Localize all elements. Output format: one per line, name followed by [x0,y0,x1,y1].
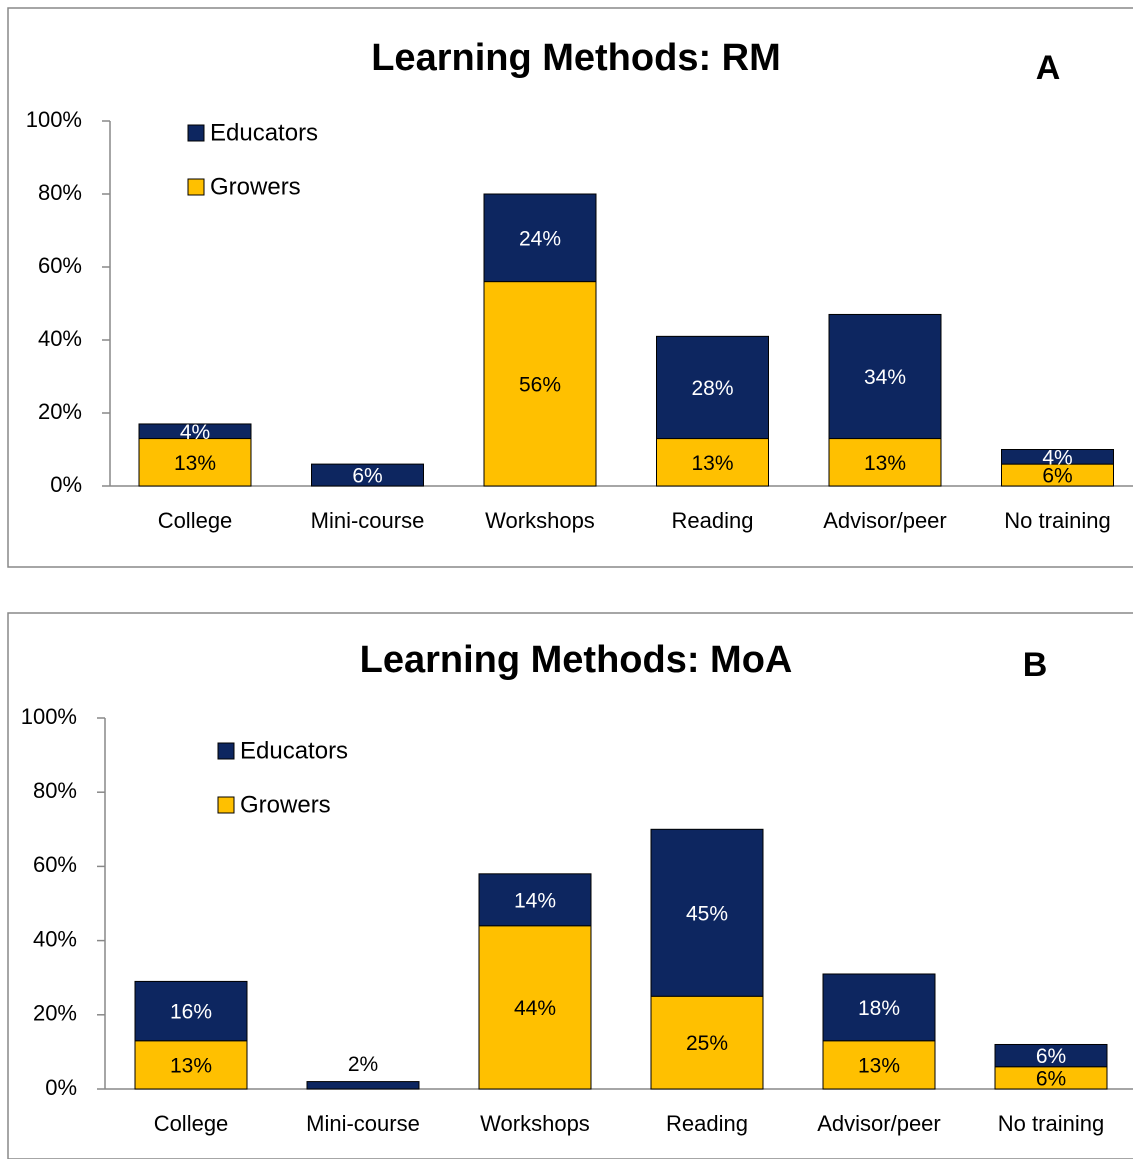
bar-segment [994,1043,1108,1068]
x-tick-label: No training [1004,508,1110,533]
bar-segment [483,193,597,283]
x-tick-label: Reading [666,1111,748,1136]
data-label: 6% [1036,1045,1066,1068]
y-tick-label: 0% [45,1075,77,1100]
bar-segment [1001,449,1114,465]
y-tick-label: 40% [38,326,82,351]
x-tick-label: Advisor/peer [817,1111,941,1136]
bar-segment [650,995,764,1090]
data-label: 14% [514,889,556,912]
chart-frame [7,612,1133,1159]
data-label: 13% [174,452,216,475]
legend-swatch [217,796,235,814]
bar-segment [822,1040,936,1090]
bar-segment [138,423,252,440]
x-tick-label: Advisor/peer [823,508,947,533]
x-tick-label: College [158,508,233,533]
bar-segment [478,873,592,927]
bar-segment [828,313,942,440]
y-tick-label: 40% [33,926,77,951]
data-label: 44% [514,997,556,1020]
y-tick-label: 60% [38,253,82,278]
bar-segment [650,828,764,997]
data-label: 2% [348,1053,378,1076]
y-tick-label: 20% [33,1001,77,1026]
data-label: 16% [170,1001,212,1024]
x-tick-label: College [154,1111,229,1136]
y-tick-label: 60% [33,852,77,877]
legend-swatch [187,124,205,142]
data-label: 6% [1042,465,1072,488]
legend-label: Educators [240,737,348,764]
y-tick-label: 80% [33,778,77,803]
data-label: 4% [1042,446,1072,469]
chart-title: Learning Methods: MoA [360,639,793,681]
legend-label: Educators [210,119,318,146]
y-tick-label: 100% [21,704,77,729]
bar-segment [483,281,597,487]
data-label: 18% [858,997,900,1020]
data-label: 13% [864,452,906,475]
data-label: 13% [170,1054,212,1077]
legend-label: Growers [240,791,331,818]
chart-title: Learning Methods: RM [371,37,781,79]
data-label: 6% [352,465,382,488]
chart-frame [7,7,1133,568]
bar-segment [656,438,769,487]
data-label: 6% [1036,1067,1066,1090]
x-tick-label: Workshops [485,508,595,533]
bar-segment [306,1081,420,1090]
legend-swatch [187,178,205,196]
data-label: 56% [519,373,561,396]
bar-segment [822,973,936,1042]
y-tick-label: 80% [38,180,82,205]
x-tick-label: No training [998,1111,1104,1136]
bar-segment [134,1040,248,1090]
bar-segment [138,438,252,487]
data-label: 25% [686,1032,728,1055]
data-label: 4% [180,421,210,444]
legend-swatch [217,742,235,760]
data-label: 13% [691,452,733,475]
bar-segment [656,335,769,440]
panel-label: A [1036,49,1061,87]
panel-label: B [1023,646,1048,684]
legend-label: Growers [210,173,301,200]
bar-segment [134,980,248,1042]
x-tick-label: Mini-course [306,1111,420,1136]
data-label: 28% [691,377,733,400]
data-label: 34% [864,366,906,389]
x-tick-label: Workshops [480,1111,590,1136]
x-tick-label: Reading [672,508,754,533]
bar-segment [311,463,424,487]
y-tick-label: 100% [26,107,82,132]
y-tick-label: 0% [50,472,82,497]
x-tick-label: Mini-course [311,508,425,533]
bar-segment [478,925,592,1090]
data-label: 24% [519,227,561,250]
bar-segment [828,438,942,487]
data-label: 45% [686,902,728,925]
y-tick-label: 20% [38,399,82,424]
data-label: 13% [858,1054,900,1077]
